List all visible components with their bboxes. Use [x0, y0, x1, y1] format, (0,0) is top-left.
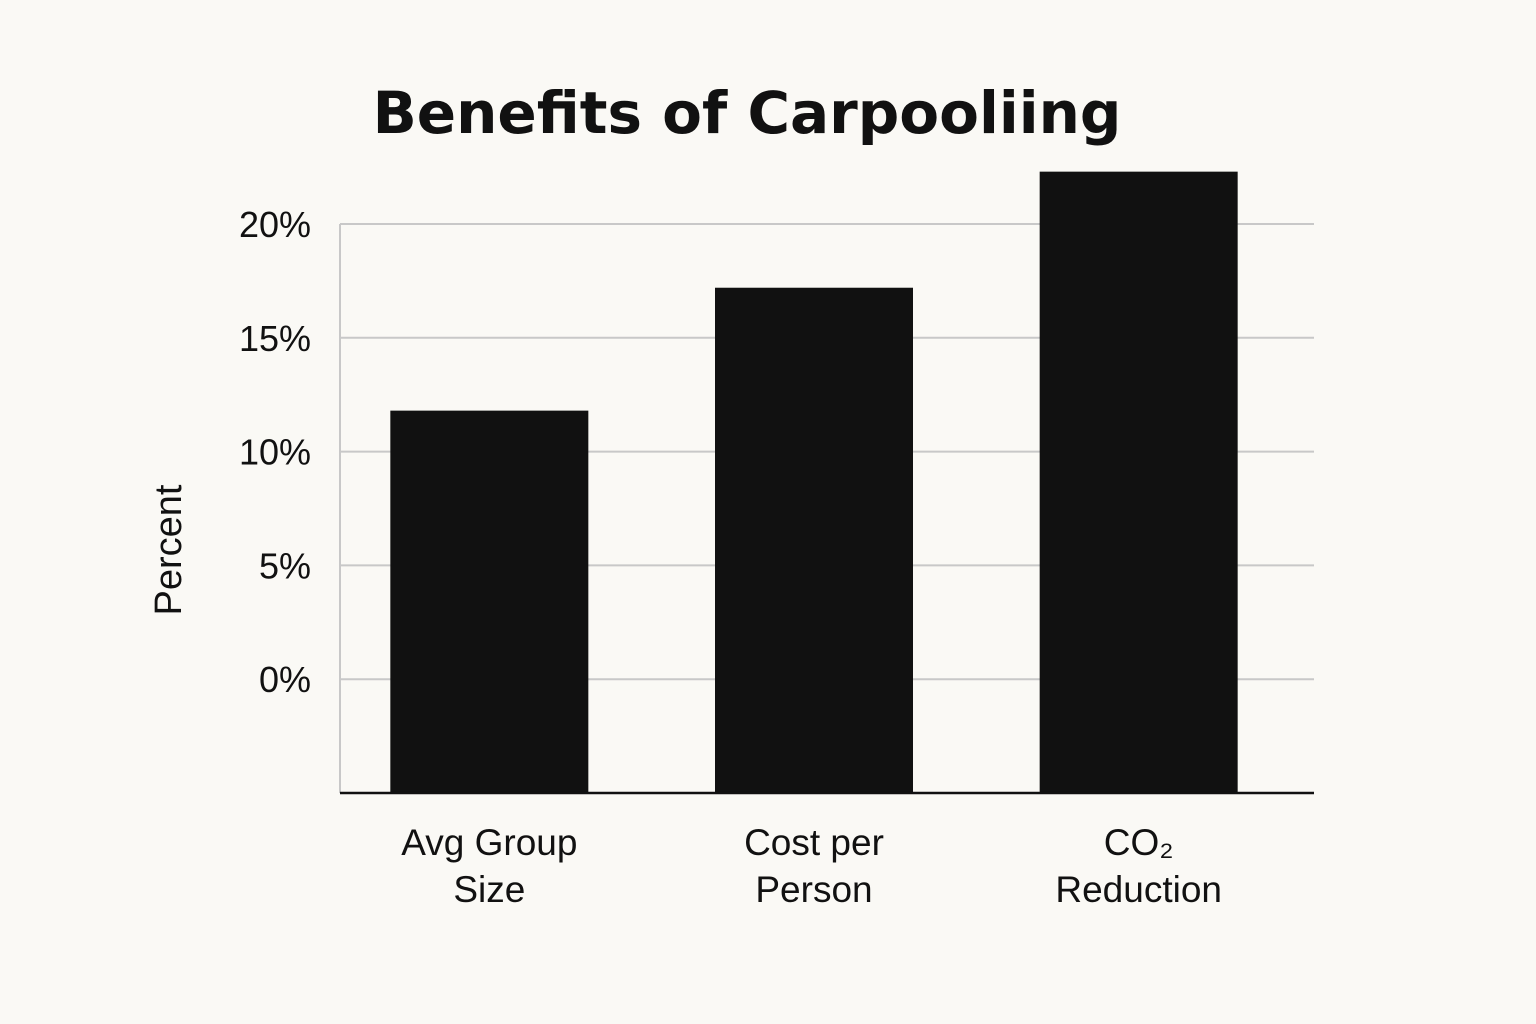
- y-tick-labels: 0% 5% 10% 15% 20%: [239, 204, 311, 700]
- x-category-labels: Avg Group Size Cost per Person CO₂ Reduction: [401, 822, 1222, 910]
- bar: [1039, 171, 1238, 794]
- bar: [390, 410, 589, 793]
- y-tick-label: 5%: [259, 545, 311, 586]
- axes: [339, 224, 1314, 795]
- x-category-label: Cost per: [744, 822, 884, 863]
- bars: [390, 171, 1238, 794]
- x-category-label: Size: [453, 869, 525, 910]
- x-category-label: Person: [755, 869, 872, 910]
- x-category-label: Avg Group: [401, 822, 577, 863]
- x-category-label: CO₂: [1104, 822, 1174, 863]
- y-tick-label: 15%: [239, 318, 311, 359]
- y-tick-label: 0%: [259, 659, 311, 700]
- y-tick-label: 10%: [239, 432, 311, 473]
- bar: [715, 287, 913, 793]
- y-axis-label: Percent: [148, 484, 190, 615]
- chart-title: Benefits of Carpooliing: [373, 79, 1122, 147]
- y-tick-label: 20%: [239, 204, 311, 245]
- x-category-label: Reduction: [1055, 869, 1222, 910]
